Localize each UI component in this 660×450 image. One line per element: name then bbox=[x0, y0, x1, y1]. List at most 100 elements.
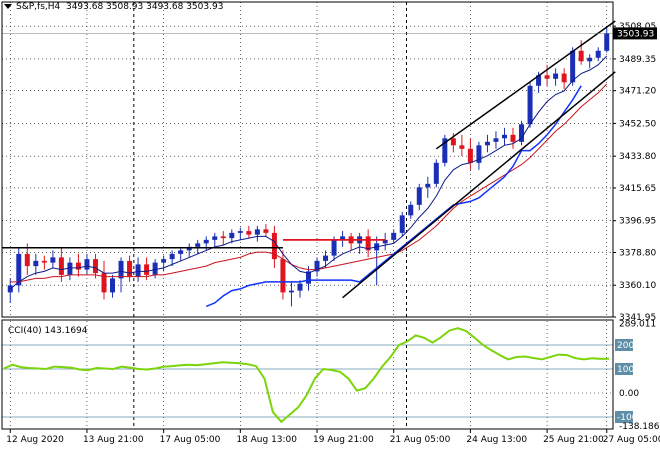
time-tick-label: 19 Aug 21:00 bbox=[313, 435, 374, 445]
candle-bull bbox=[553, 73, 559, 79]
candle-bull bbox=[110, 278, 116, 293]
cci-level-label: 100 bbox=[617, 365, 634, 375]
candle-bull bbox=[33, 260, 39, 267]
main-pane-frame bbox=[1, 1, 614, 318]
candle-bull bbox=[314, 260, 320, 272]
candle-bear bbox=[263, 229, 269, 233]
price-tick-label: 3452.50 bbox=[619, 119, 656, 129]
candle-bear bbox=[271, 232, 277, 260]
candle-bull bbox=[331, 239, 337, 256]
cci-tick-label: 289.011 bbox=[619, 320, 656, 330]
candle-bear bbox=[578, 50, 584, 62]
candle-bull bbox=[391, 232, 397, 240]
lower-band-line bbox=[205, 85, 582, 308]
candle-bull bbox=[306, 271, 311, 284]
candle-bull bbox=[229, 232, 235, 239]
candle-bull bbox=[84, 259, 90, 270]
time-tick-label: 17 Aug 05:00 bbox=[160, 435, 221, 445]
candle-bull bbox=[212, 236, 218, 240]
time-tick-label: 25 Aug 21:00 bbox=[543, 435, 604, 445]
candle-bear bbox=[544, 75, 550, 79]
candle-bear bbox=[459, 145, 465, 149]
candle-bull bbox=[288, 290, 294, 293]
candle-bull bbox=[67, 262, 73, 275]
candle-bull bbox=[203, 239, 209, 244]
candle-bull bbox=[570, 50, 576, 83]
ohlc-readout: 3493.68 3508.93 3493.68 3503.93 bbox=[65, 2, 224, 12]
candle-bull bbox=[169, 253, 175, 260]
price-tick-label: 3489.35 bbox=[619, 55, 656, 65]
cci-level-label: -100 bbox=[617, 413, 638, 423]
last-price-badge bbox=[613, 27, 657, 40]
cci-pane-frame bbox=[1, 319, 614, 430]
candle-bear bbox=[41, 260, 47, 263]
time-tick-label: 12 Aug 2020 bbox=[6, 435, 64, 445]
candle-bull bbox=[476, 145, 482, 163]
candle-bull bbox=[16, 253, 22, 286]
candle-bear bbox=[280, 259, 286, 293]
cci-tick-label: 0.00 bbox=[619, 389, 639, 399]
candle-bull bbox=[7, 285, 13, 293]
last-price-label: 3503.93 bbox=[617, 29, 654, 39]
candle-bull bbox=[442, 138, 448, 163]
candle-bull bbox=[493, 138, 499, 142]
candle-bear bbox=[24, 253, 30, 267]
price-tick-label: 3471.20 bbox=[619, 87, 656, 97]
candle-bull bbox=[323, 255, 329, 261]
time-tick-label: 21 Aug 05:00 bbox=[390, 435, 451, 445]
trendline bbox=[342, 71, 616, 299]
candle-bear bbox=[246, 231, 252, 235]
price-tick-label: 3415.65 bbox=[619, 184, 656, 194]
candle-bull bbox=[50, 257, 56, 263]
candle-bull bbox=[484, 141, 490, 146]
candle-bull bbox=[399, 215, 405, 233]
time-tick-label: 24 Aug 13:00 bbox=[466, 435, 527, 445]
time-tick-label: 18 Aug 13:00 bbox=[236, 435, 297, 445]
candle-bull bbox=[186, 246, 192, 251]
candle-bull bbox=[237, 231, 243, 233]
cci-level-label: 200 bbox=[617, 341, 634, 351]
candle-bull bbox=[416, 187, 422, 205]
candle-bull bbox=[382, 239, 388, 244]
candle-bear bbox=[75, 262, 81, 270]
chart-header: S&P,fs,H4 3493.68 3508.93 3493.68 3503.9… bbox=[4, 2, 223, 12]
candle-bull bbox=[297, 283, 303, 291]
candle-bear bbox=[220, 236, 226, 239]
cci-level-badge bbox=[615, 339, 633, 351]
candle-bull bbox=[604, 33, 610, 51]
cci-level-badge bbox=[615, 363, 633, 375]
trendline bbox=[435, 20, 616, 150]
candle-bear bbox=[510, 134, 516, 142]
candle-bull bbox=[195, 243, 201, 247]
chevron-down-icon[interactable] bbox=[4, 4, 12, 9]
candle-bull bbox=[527, 85, 533, 125]
main-series bbox=[2, 20, 616, 308]
candle-bull bbox=[254, 229, 260, 235]
candle-bear bbox=[58, 257, 64, 275]
candle-bull bbox=[118, 260, 124, 279]
candle-bull bbox=[595, 50, 601, 58]
candle-bull bbox=[408, 204, 414, 216]
candle-bear bbox=[92, 259, 98, 274]
symbol-label: S&P,fs,H4 bbox=[16, 2, 61, 12]
candle-bull bbox=[519, 124, 525, 142]
cci-tick-label: -138.1869 bbox=[619, 422, 660, 432]
candle-bear bbox=[101, 273, 107, 293]
price-tick-label: 3396.95 bbox=[619, 217, 656, 227]
price-tick-label: 3341.95 bbox=[619, 313, 656, 323]
candle-bear bbox=[467, 148, 473, 163]
candle-bull bbox=[152, 262, 158, 275]
candle-bull bbox=[587, 57, 593, 62]
candle-bear bbox=[450, 138, 456, 146]
candle-bull bbox=[178, 250, 184, 254]
candle-bull bbox=[340, 236, 346, 240]
candle-bull bbox=[135, 264, 141, 277]
candle-bear bbox=[365, 236, 371, 251]
cci-line bbox=[3, 327, 610, 424]
cci-title: CCI(40) 143.1694 bbox=[8, 326, 88, 336]
price-tick-label: 3360.10 bbox=[619, 281, 656, 291]
candle-bear bbox=[144, 264, 150, 275]
time-tick-label: 27 Aug 05:00 bbox=[603, 435, 660, 445]
